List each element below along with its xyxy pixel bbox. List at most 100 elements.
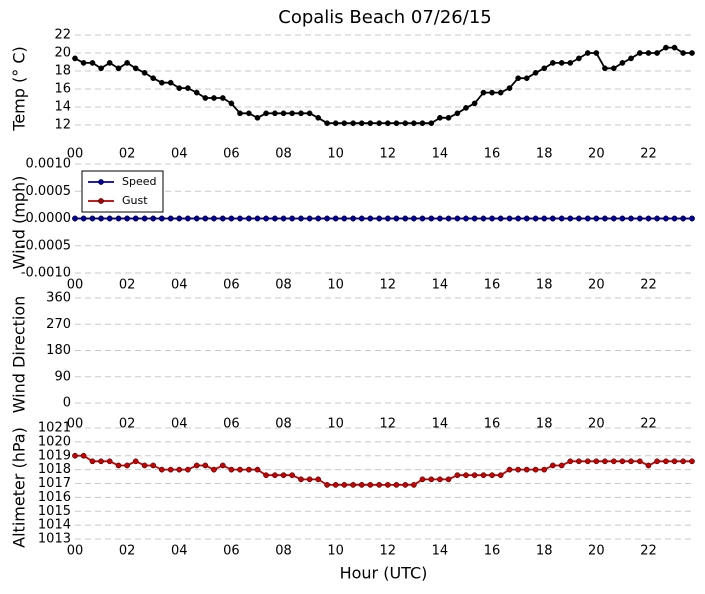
data-point	[237, 215, 243, 222]
y-tick-label: 1018	[38, 462, 71, 477]
data-point	[671, 458, 678, 465]
data-point	[98, 458, 104, 465]
data-point	[558, 215, 565, 222]
data-point	[332, 120, 339, 127]
data-point	[576, 215, 582, 222]
data-point	[272, 472, 278, 479]
x-tick-label: 06	[223, 278, 240, 293]
series-line	[75, 454, 692, 486]
x-tick-label: 14	[432, 544, 449, 559]
data-point	[106, 215, 113, 222]
data-point	[289, 110, 295, 117]
data-point	[306, 476, 313, 483]
data-point	[185, 85, 191, 91]
x-tick-label: 06	[223, 417, 240, 432]
x-tick-label: 18	[536, 544, 553, 559]
y-tick-label: 0	[63, 396, 71, 411]
y-axis-label: Temp (° C)	[10, 46, 29, 131]
data-point	[167, 466, 174, 473]
x-tick-label: 02	[119, 417, 136, 432]
data-point	[411, 120, 417, 127]
data-point	[89, 458, 96, 465]
legend-marker	[98, 198, 104, 204]
x-tick-label: 22	[640, 417, 657, 432]
data-point	[419, 476, 426, 483]
y-tick-label: -0.0005	[21, 238, 71, 253]
data-point	[237, 466, 243, 473]
data-point	[141, 69, 148, 76]
data-point	[115, 65, 122, 72]
data-point	[610, 65, 617, 72]
data-point	[602, 458, 608, 465]
data-point	[115, 215, 122, 222]
data-point	[419, 215, 426, 222]
data-point	[80, 215, 87, 222]
data-point	[228, 100, 235, 107]
data-point	[523, 75, 530, 82]
data-point	[124, 462, 130, 469]
y-tick-label: 20	[54, 46, 71, 61]
data-point	[185, 466, 191, 473]
data-point	[402, 215, 409, 222]
legend-marker	[98, 179, 104, 185]
data-point	[98, 65, 104, 72]
x-tick-label: 18	[536, 147, 553, 162]
data-point	[272, 215, 278, 222]
legend-label: Speed	[122, 175, 156, 188]
x-tick-label: 20	[588, 278, 605, 293]
data-point	[202, 462, 209, 469]
data-point	[454, 215, 461, 222]
y-tick-label: 360	[46, 291, 71, 306]
data-point	[593, 50, 600, 56]
data-point	[602, 65, 608, 72]
x-tick-label: 04	[171, 544, 188, 559]
data-point	[628, 55, 634, 62]
y-tick-label: 18	[54, 64, 71, 79]
data-point	[445, 215, 452, 222]
y-tick-label: 0.0010	[26, 157, 72, 172]
data-point	[576, 55, 582, 62]
data-point	[384, 120, 391, 127]
data-point	[411, 215, 417, 222]
data-point	[515, 75, 521, 82]
x-tick-label: 10	[327, 417, 344, 432]
data-point	[463, 105, 469, 111]
data-point	[541, 466, 548, 473]
x-tick-label: 20	[588, 544, 605, 559]
x-tick-label: 12	[380, 147, 397, 162]
data-point	[89, 215, 96, 222]
x-tick-label: 02	[119, 147, 136, 162]
data-point	[324, 215, 330, 222]
data-point	[515, 215, 521, 222]
data-point	[106, 60, 113, 66]
x-tick-label: 14	[432, 147, 449, 162]
data-point	[437, 215, 443, 222]
data-point	[645, 50, 652, 56]
data-point	[393, 215, 400, 222]
y-axis-label: Wind (mph)	[10, 176, 29, 270]
data-point	[532, 466, 539, 473]
data-point	[680, 215, 686, 222]
data-point	[411, 482, 417, 488]
data-point	[454, 110, 461, 117]
x-tick-label: 06	[223, 544, 240, 559]
data-point	[228, 466, 235, 473]
x-tick-label: 16	[484, 417, 501, 432]
data-point	[558, 462, 565, 469]
y-axis-label: Altimeter (hPa)	[10, 427, 29, 548]
y-tick-label: 22	[54, 28, 71, 43]
data-point	[315, 476, 322, 483]
x-tick-label: 12	[380, 417, 397, 432]
data-point	[280, 472, 287, 479]
data-point	[419, 120, 426, 127]
y-tick-label: 1013	[38, 532, 71, 547]
data-point	[567, 458, 574, 465]
data-point	[115, 462, 122, 469]
data-point	[124, 215, 130, 222]
y-tick-label: 180	[46, 343, 71, 358]
data-point	[376, 482, 383, 488]
x-tick-label: 18	[536, 278, 553, 293]
data-point	[567, 60, 574, 66]
data-point	[280, 110, 287, 117]
